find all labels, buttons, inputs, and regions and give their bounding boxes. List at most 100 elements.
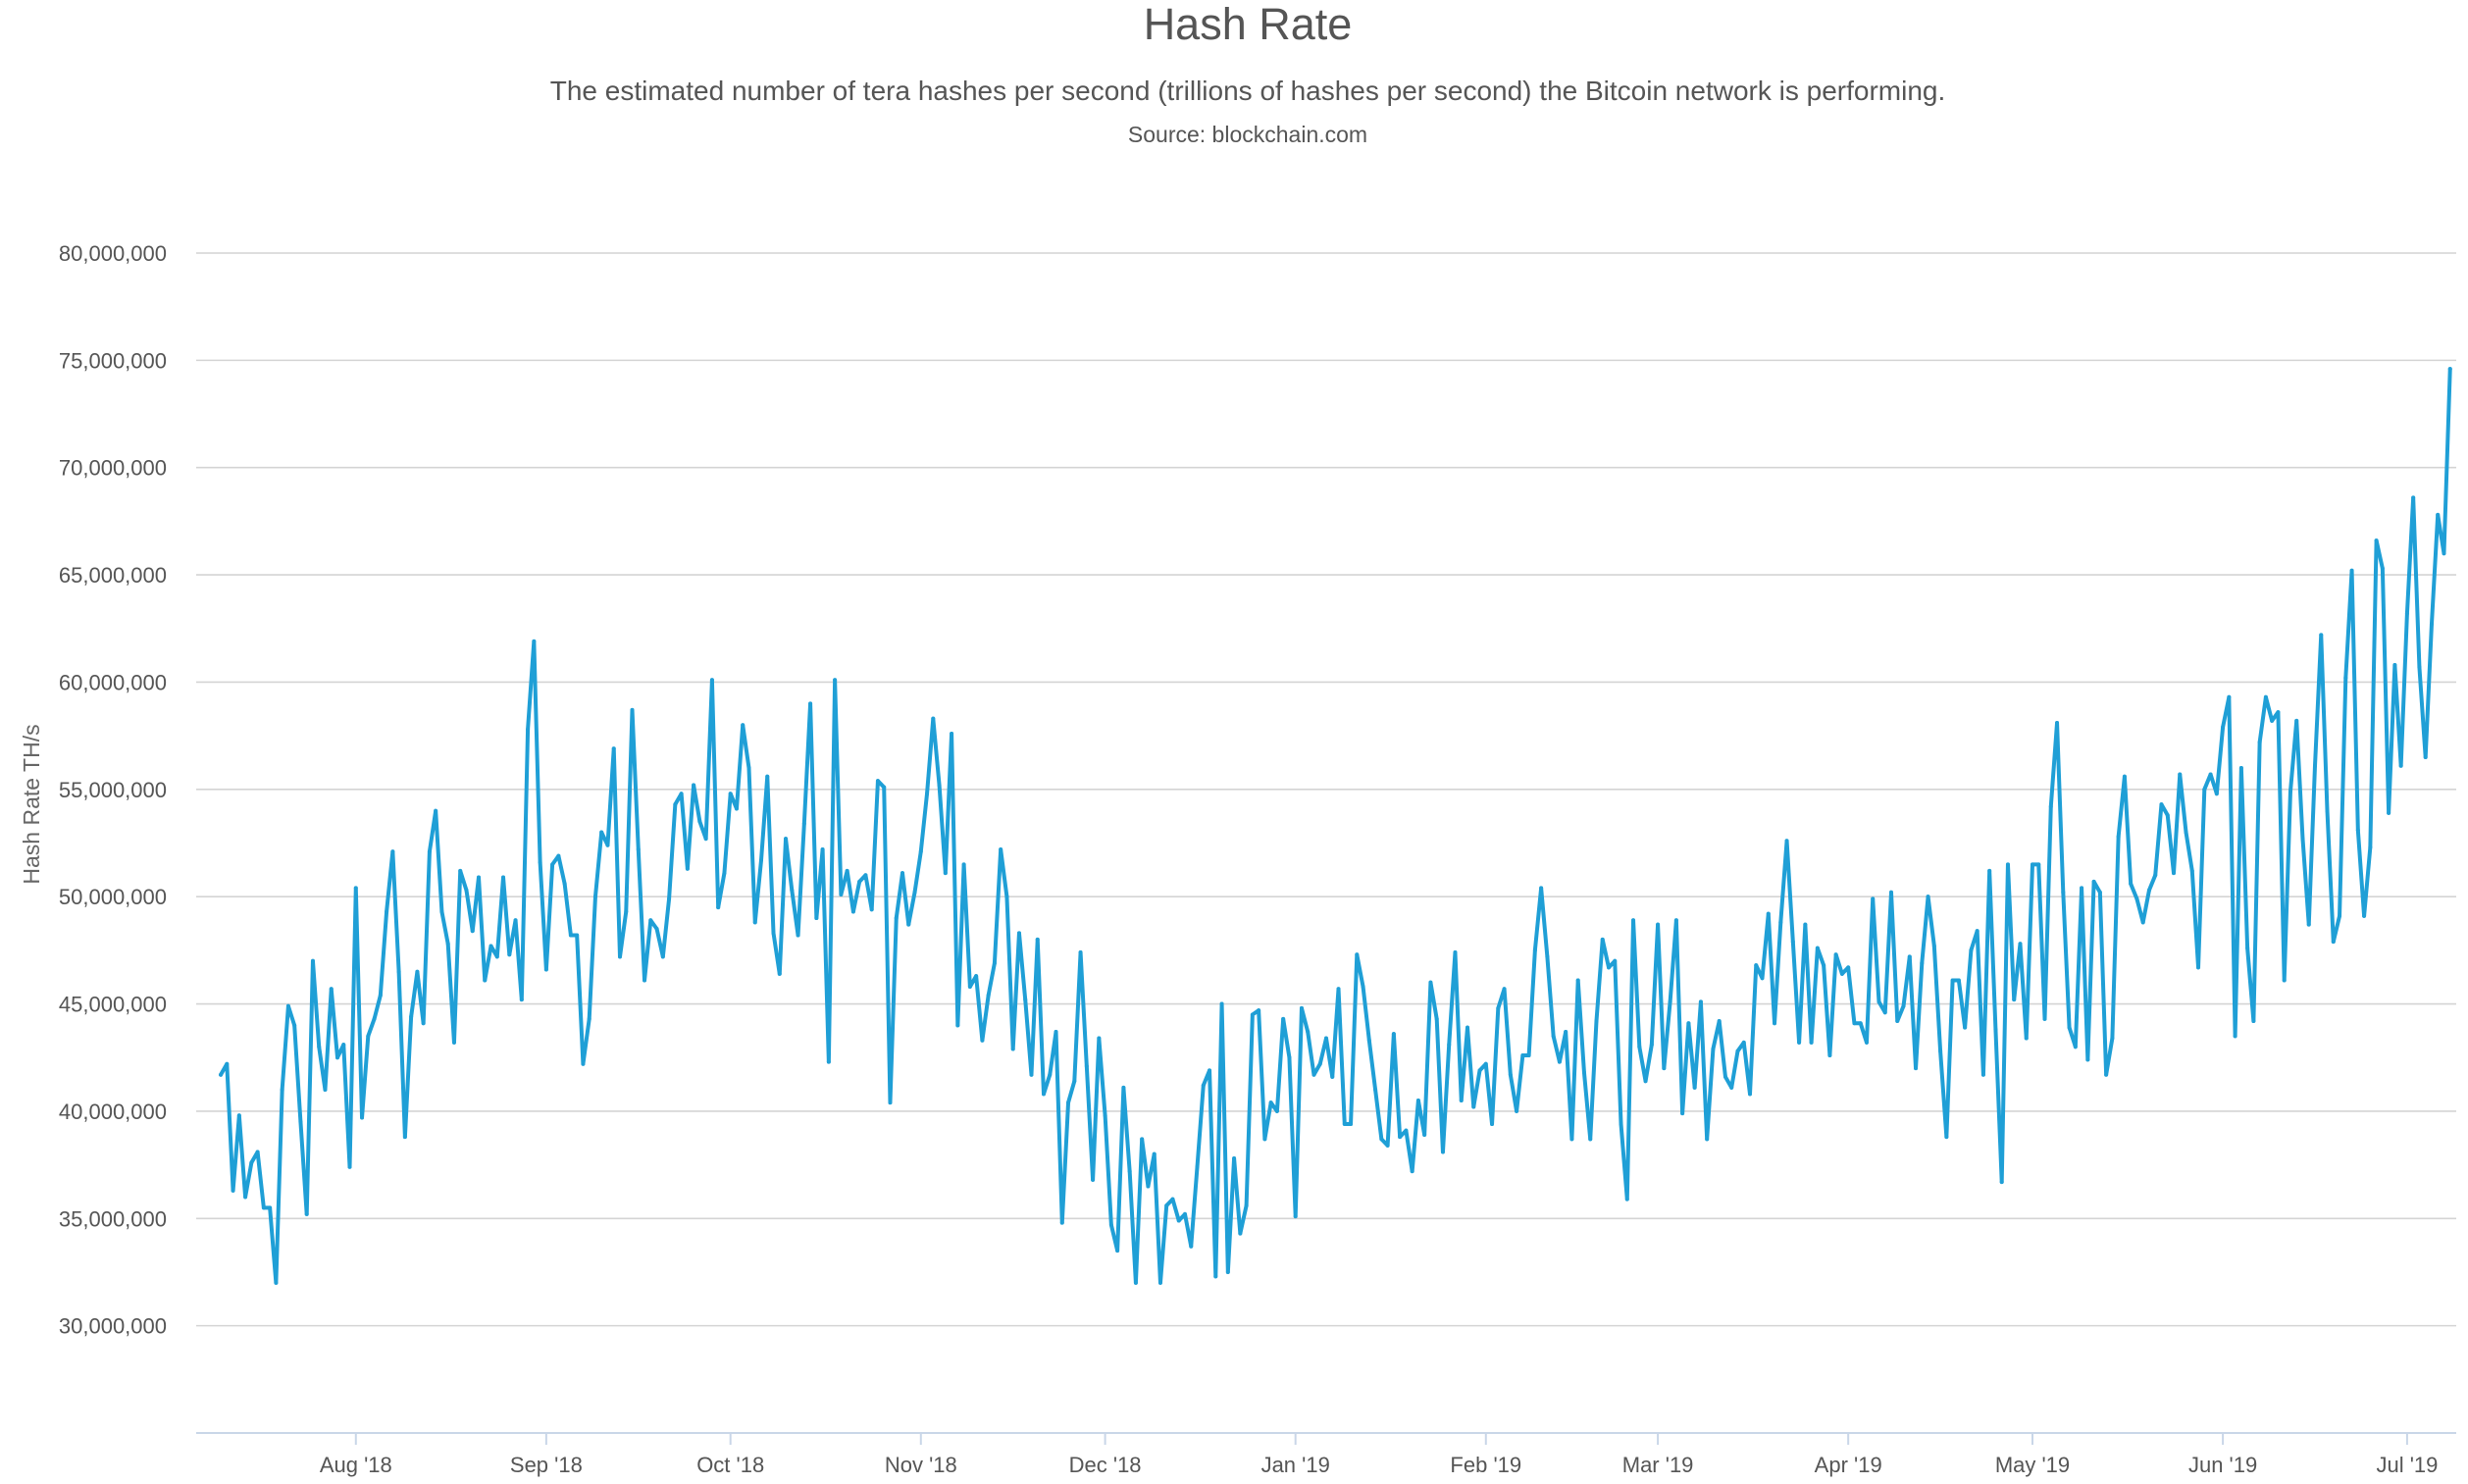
data-point	[592, 895, 597, 899]
data-point	[2024, 1036, 2029, 1041]
data-point	[1839, 971, 1844, 976]
data-point	[1059, 1220, 1064, 1225]
data-point	[1274, 1108, 1279, 1113]
y-tick-label: 55,000,000	[59, 778, 167, 802]
data-points	[219, 367, 2452, 1285]
data-point	[630, 707, 635, 712]
data-point	[1373, 1088, 1378, 1093]
data-point	[304, 1211, 309, 1216]
data-point	[1581, 1070, 1586, 1075]
data-point	[1686, 1021, 1691, 1026]
data-point	[2338, 913, 2342, 918]
data-point	[1219, 1001, 1224, 1006]
data-point	[1735, 1049, 1740, 1053]
data-point	[667, 896, 672, 901]
data-point	[1404, 1128, 1409, 1133]
data-point	[918, 849, 923, 854]
data-point	[801, 821, 806, 826]
data-point	[1956, 978, 1961, 983]
data-point	[1950, 978, 1955, 983]
data-point	[796, 933, 800, 938]
data-point	[741, 723, 746, 728]
data-point	[1213, 1274, 1218, 1279]
data-point	[1366, 1038, 1371, 1043]
data-point	[458, 868, 463, 873]
data-point	[268, 1205, 273, 1210]
grid-lines	[196, 252, 2456, 1327]
data-point	[1545, 954, 1550, 959]
data-point	[2313, 763, 2317, 768]
data-point	[1790, 940, 1795, 945]
data-point	[477, 875, 481, 880]
data-point	[1121, 1085, 1126, 1090]
data-point	[2042, 1016, 2047, 1021]
data-point	[2294, 718, 2299, 723]
data-point	[937, 783, 942, 788]
data-point	[1146, 1184, 1151, 1189]
x-tick-label: Jun '19	[2188, 1453, 2257, 1477]
data-point	[1029, 1072, 1034, 1077]
data-point	[310, 958, 315, 963]
data-point	[2436, 512, 2441, 517]
data-point	[298, 1119, 303, 1124]
data-point	[280, 1088, 284, 1093]
data-point	[1238, 1231, 1243, 1236]
data-point	[2423, 755, 2428, 760]
data-point	[2238, 765, 2243, 770]
y-tick-label: 70,000,000	[59, 456, 167, 481]
data-point	[451, 1040, 456, 1045]
data-point	[611, 746, 616, 751]
data-point	[236, 1113, 241, 1118]
chart-source: Source: blockchain.com	[1128, 122, 1367, 147]
data-point	[1662, 1066, 1667, 1071]
data-point	[1108, 1222, 1113, 1227]
data-point	[1619, 1122, 1623, 1127]
data-point	[2429, 622, 2434, 627]
data-point	[2411, 495, 2416, 500]
data-point	[1066, 1100, 1071, 1105]
data-point	[1410, 1169, 1414, 1174]
data-point	[494, 954, 499, 959]
data-point	[1846, 965, 1851, 970]
data-point	[2091, 879, 2096, 884]
data-point	[2447, 367, 2452, 372]
data-point	[1133, 1280, 1138, 1285]
data-point	[2202, 787, 2207, 792]
data-point	[1557, 1059, 1562, 1064]
data-point	[980, 1038, 985, 1043]
hash-rate-series-line	[219, 367, 2452, 1285]
data-point	[1440, 1150, 1445, 1154]
data-point	[2374, 538, 2379, 543]
data-point	[1299, 1005, 1304, 1010]
data-point	[1882, 1010, 1887, 1015]
data-point	[2097, 890, 2102, 895]
data-point	[685, 866, 690, 871]
data-point	[2172, 871, 2176, 876]
x-tick-label: Aug '18	[320, 1453, 392, 1477]
data-point	[1594, 1019, 1599, 1024]
data-point	[372, 1016, 377, 1021]
data-point	[2398, 763, 2403, 768]
data-point	[1705, 1137, 1710, 1142]
data-point	[728, 792, 733, 796]
data-point	[1551, 1034, 1556, 1039]
data-point	[2178, 772, 2183, 777]
y-axis-title: Hash Rate TH/s	[19, 724, 44, 884]
data-point	[1183, 1211, 1187, 1216]
data-point	[249, 1160, 254, 1165]
data-point	[587, 1016, 591, 1021]
data-point	[777, 971, 782, 976]
data-point	[2140, 920, 2145, 925]
y-tick-label: 60,000,000	[59, 670, 167, 694]
data-point	[2189, 868, 2194, 873]
data-point	[894, 916, 899, 921]
data-point	[2355, 828, 2360, 833]
data-point	[1244, 1203, 1249, 1208]
data-point	[1827, 1053, 1832, 1058]
data-point	[396, 969, 401, 974]
data-point	[2368, 844, 2373, 849]
data-point	[2221, 725, 2226, 730]
data-point	[1673, 918, 1678, 923]
data-point	[2036, 862, 2041, 867]
